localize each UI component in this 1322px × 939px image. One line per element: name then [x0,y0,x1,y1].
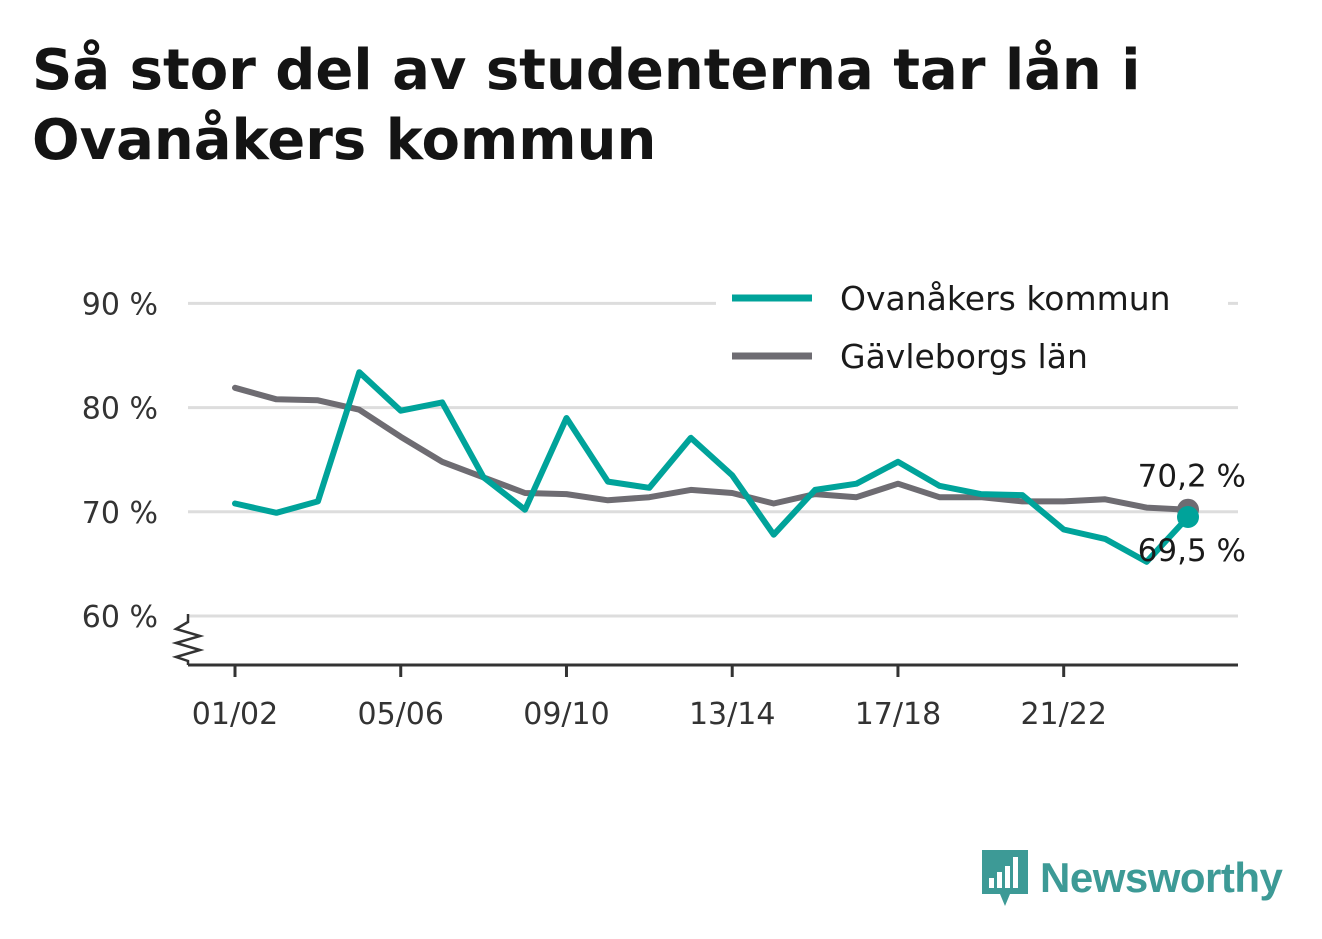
y-axis-break [171,614,205,665]
x-tick-label: 21/22 [1020,697,1106,732]
y-tick-label: 70 % [82,496,158,531]
x-tick-label: 01/02 [192,697,278,732]
series-lines [232,369,1199,565]
legend-label: Ovanåkers kommun [840,279,1171,318]
x-tick-label: 09/10 [523,697,609,732]
x-tick-label: 05/06 [358,697,444,732]
brand-logo: Newsworthy [980,848,1283,908]
end-labels: 69,5 % 70,2 % [1138,459,1246,569]
series-line [232,384,1191,513]
series-line [232,369,1191,565]
end-value-label: 70,2 % [1138,459,1246,495]
series-end-marker [1177,506,1199,529]
x-tick-label: 17/18 [855,697,941,732]
newsworthy-logo-icon [982,850,1028,906]
end-value-label: 69,5 % [1138,533,1246,569]
legend: Ovanåkers kommun Gävleborgs län [716,279,1228,376]
y-tick-label: 60 % [82,600,158,635]
axes: 60 % 70 % 80 % 90 % 01/02 05/06 09/10 13/14 17/1… [82,287,1238,732]
x-tick-label: 13/14 [689,697,775,732]
y-tick-label: 80 % [82,392,158,427]
chart-title: Så stor del av studenterna tar lån i Ova… [32,38,1141,173]
y-tick-label: 90 % [82,287,158,322]
brand-name: Newsworthy [1040,854,1283,901]
legend-label: Gävleborgs län [840,337,1088,376]
